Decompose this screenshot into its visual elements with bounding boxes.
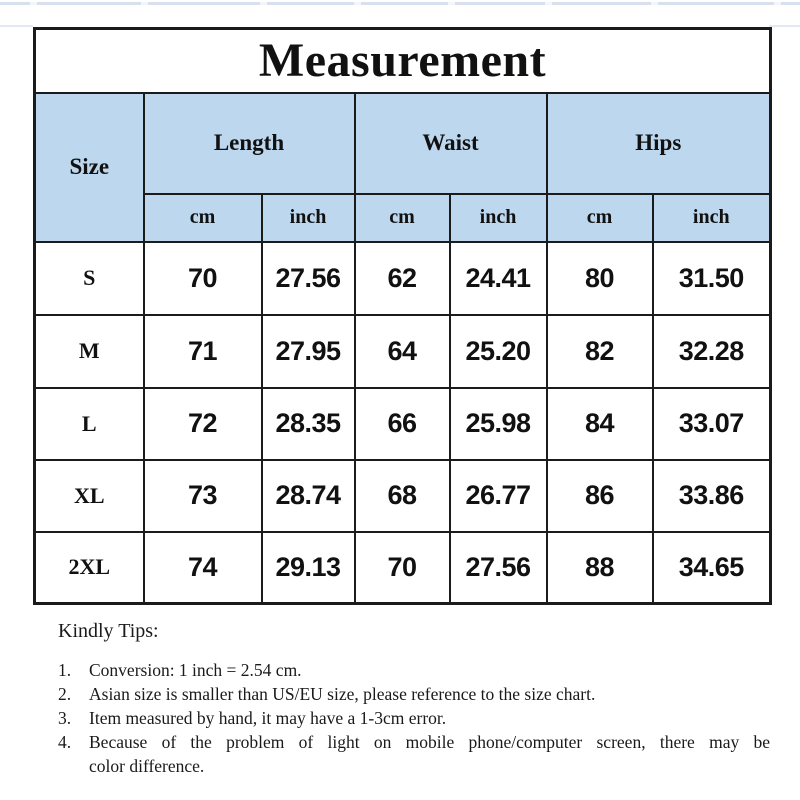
cell-value: 34.65 xyxy=(651,530,772,605)
cell-value: 33.86 xyxy=(651,458,772,533)
size-label: S xyxy=(33,240,145,316)
cell-value: 72 xyxy=(142,386,263,461)
cell-value: 31.50 xyxy=(651,240,772,316)
cell-value: 24.41 xyxy=(448,240,548,316)
size-chart-table: Measurement Size Length Waist Hips cm in… xyxy=(33,27,773,605)
cell-value: 70 xyxy=(353,530,451,605)
cell-value: 25.20 xyxy=(448,313,548,389)
table-group-header-row: Size Length Waist Hips xyxy=(33,91,772,243)
cell-value: 80 xyxy=(545,240,654,316)
tip-number: 3. xyxy=(58,708,72,728)
unit-header-length-inch: inch xyxy=(260,192,356,243)
unit-header-hips-inch: inch xyxy=(651,192,772,243)
table-row-m: M 71 27.95 64 25.20 82 32.28 xyxy=(33,313,772,389)
column-header-hips: Hips xyxy=(545,91,772,195)
cell-value: 62 xyxy=(353,240,451,316)
cell-value: 68 xyxy=(353,458,451,533)
cell-value: 25.98 xyxy=(448,386,548,461)
gridline-notch xyxy=(545,2,552,5)
cell-value: 84 xyxy=(545,386,654,461)
cell-value: 66 xyxy=(353,386,451,461)
tip-item-1: 1. Conversion: 1 inch = 2.54 cm. xyxy=(58,658,770,682)
cell-value: 27.56 xyxy=(260,240,356,316)
size-label: L xyxy=(33,386,145,461)
tip-text: Item measured by hand, it may have a 1-3… xyxy=(89,708,447,728)
cell-value: 27.56 xyxy=(448,530,548,605)
size-label: M xyxy=(33,313,145,389)
cell-value: 73 xyxy=(142,458,263,533)
unit-header-waist-cm: cm xyxy=(353,192,451,243)
kindly-tips-section: Kindly Tips: 1. Conversion: 1 inch = 2.5… xyxy=(58,620,770,778)
gridline-notch xyxy=(30,2,37,5)
size-label: 2XL xyxy=(33,530,145,605)
gridline-notch xyxy=(651,2,658,5)
cell-value: 86 xyxy=(545,458,654,533)
tip-text: Conversion: 1 inch = 2.54 cm. xyxy=(89,660,302,680)
tip-number: 2. xyxy=(58,684,72,704)
cell-value: 71 xyxy=(142,313,263,389)
cell-value: 28.74 xyxy=(260,458,356,533)
cell-value: 28.35 xyxy=(260,386,356,461)
unit-header-waist-inch: inch xyxy=(448,192,548,243)
column-header-size: Size xyxy=(33,91,145,243)
table-row-s: S 70 27.56 62 24.41 80 31.50 xyxy=(33,240,772,316)
table-title-row: Measurement xyxy=(33,27,772,94)
tip-text-line2: color difference. xyxy=(89,756,205,776)
column-header-length: Length xyxy=(142,91,356,195)
tip-item-4: 4. Because of the problem of light on mo… xyxy=(58,730,770,778)
cell-value: 82 xyxy=(545,313,654,389)
gridline-notch xyxy=(354,2,361,5)
tip-text: Asian size is smaller than US/EU size, p… xyxy=(89,684,596,704)
cell-value: 33.07 xyxy=(651,386,772,461)
tip-item-3: 3. Item measured by hand, it may have a … xyxy=(58,706,770,730)
gridline-top xyxy=(0,2,800,5)
tip-text: Because of the problem of light on mobil… xyxy=(89,730,770,778)
page-title: Measurement xyxy=(33,27,772,94)
cell-value: 88 xyxy=(545,530,654,605)
cell-value: 64 xyxy=(353,313,451,389)
cell-value: 32.28 xyxy=(651,313,772,389)
cell-value: 27.95 xyxy=(260,313,356,389)
unit-header-length-cm: cm xyxy=(142,192,263,243)
gridline-notch xyxy=(141,2,148,5)
tips-heading: Kindly Tips: xyxy=(58,620,159,642)
gridline-right-stub xyxy=(769,25,800,27)
tip-text-line1: Because of the problem of light on mobil… xyxy=(89,732,770,752)
cell-value: 70 xyxy=(142,240,263,316)
gridline-notch xyxy=(260,2,267,5)
table-row-l: L 72 28.35 66 25.98 84 33.07 xyxy=(33,386,772,461)
cell-value: 74 xyxy=(142,530,263,605)
table-row-xl: XL 73 28.74 68 26.77 86 33.86 xyxy=(33,458,772,533)
cell-value: 26.77 xyxy=(448,458,548,533)
tip-number: 4. xyxy=(58,732,72,752)
gridline-notch xyxy=(448,2,455,5)
gridline-notch xyxy=(774,2,781,5)
column-header-waist: Waist xyxy=(353,91,548,195)
cell-value: 29.13 xyxy=(260,530,356,605)
tip-item-2: 2. Asian size is smaller than US/EU size… xyxy=(58,682,770,706)
table-row-2xl: 2XL 74 29.13 70 27.56 88 34.65 xyxy=(33,530,772,605)
gridline-left-stub xyxy=(0,25,33,27)
size-label: XL xyxy=(33,458,145,533)
table-unit-header-row: cm inch cm inch cm inch xyxy=(35,192,772,243)
unit-header-hips-cm: cm xyxy=(545,192,654,243)
tip-number: 1. xyxy=(58,660,72,680)
